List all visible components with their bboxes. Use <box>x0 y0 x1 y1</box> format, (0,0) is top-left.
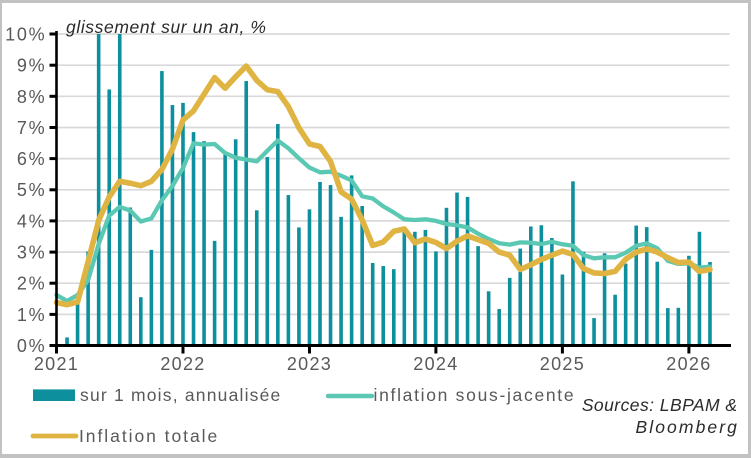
svg-text:5%: 5% <box>17 180 47 200</box>
svg-text:8%: 8% <box>17 87 47 107</box>
svg-text:2021: 2021 <box>34 354 79 374</box>
svg-text:sur 1 mois, annualisée: sur 1 mois, annualisée <box>80 385 282 405</box>
svg-text:4%: 4% <box>17 211 47 231</box>
svg-text:2023: 2023 <box>287 354 332 374</box>
svg-text:Inflation totale: Inflation totale <box>79 426 219 446</box>
svg-text:2024: 2024 <box>413 354 458 374</box>
svg-text:10%: 10% <box>5 25 46 45</box>
svg-text:2022: 2022 <box>160 354 205 374</box>
svg-text:0%: 0% <box>17 336 47 356</box>
svg-text:3%: 3% <box>17 243 47 263</box>
svg-text:Bloomberg: Bloomberg <box>635 417 739 437</box>
svg-text:glissement sur un an, %: glissement sur un an, % <box>66 17 267 37</box>
svg-text:7%: 7% <box>17 118 47 138</box>
svg-text:1%: 1% <box>17 305 47 325</box>
svg-text:inflation sous-jacente: inflation sous-jacente <box>374 385 576 405</box>
svg-text:Sources: LBPAM &: Sources: LBPAM & <box>582 395 738 415</box>
svg-text:6%: 6% <box>17 149 47 169</box>
svg-text:9%: 9% <box>17 56 47 76</box>
svg-text:2%: 2% <box>17 274 47 294</box>
svg-text:2025: 2025 <box>540 354 585 374</box>
svg-text:2026: 2026 <box>666 354 711 374</box>
